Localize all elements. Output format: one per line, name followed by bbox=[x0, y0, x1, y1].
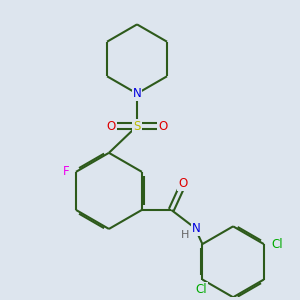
Text: O: O bbox=[158, 119, 168, 133]
Text: N: N bbox=[133, 87, 141, 100]
Text: Cl: Cl bbox=[272, 238, 284, 250]
Text: O: O bbox=[178, 178, 188, 190]
Text: F: F bbox=[63, 165, 70, 178]
Text: N: N bbox=[192, 222, 200, 236]
Text: Cl: Cl bbox=[196, 283, 207, 296]
Text: H: H bbox=[182, 230, 190, 240]
Text: S: S bbox=[133, 119, 141, 133]
Text: O: O bbox=[106, 119, 116, 133]
